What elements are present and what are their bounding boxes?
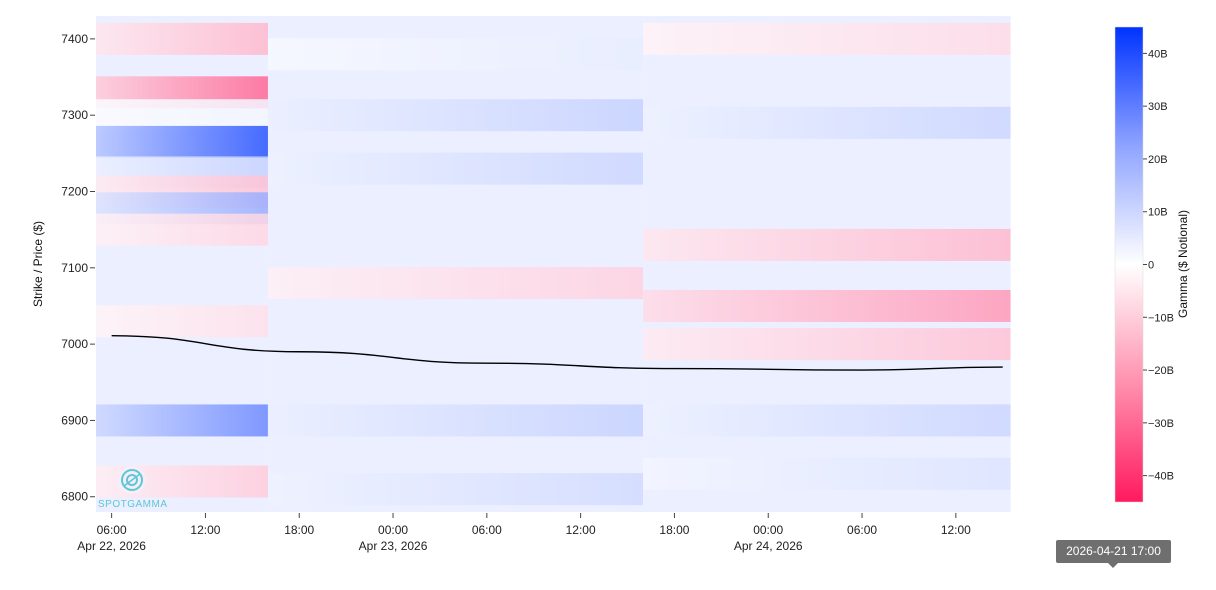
heatmap-band bbox=[267, 38, 644, 71]
price-line-layer bbox=[111, 335, 1003, 371]
y-axis-title: Strike / Price ($) bbox=[31, 221, 45, 307]
x-tick-label: 00:00 bbox=[378, 523, 408, 537]
heatmap-band bbox=[267, 404, 644, 437]
x-tick-label: 06:00 bbox=[847, 523, 877, 537]
colorbar-tick-label: 30B bbox=[1148, 101, 1168, 113]
colorbar-tick-label: −20B bbox=[1148, 365, 1174, 377]
y-tick-label: 7200 bbox=[61, 185, 88, 199]
colorbar-ticks: 40B 30B 20B 10B 0 −10B −20B −30B −40B bbox=[1143, 48, 1174, 483]
logo-text: SPOTGAMMA bbox=[98, 499, 168, 510]
colorbar-tick-label: 40B bbox=[1148, 48, 1168, 60]
price-line bbox=[111, 335, 1003, 371]
heatmap-band bbox=[643, 22, 1011, 55]
heatmap-band bbox=[96, 305, 268, 338]
x-tick-label: 06:00 bbox=[472, 523, 502, 537]
heatmap-session-2 bbox=[267, 16, 644, 512]
heatmap-band bbox=[643, 404, 1011, 437]
y-axis: 6800 6900 7000 7100 7200 7300 7400 bbox=[61, 32, 95, 504]
heatmap-session-3 bbox=[643, 16, 1011, 512]
heatmap-band bbox=[267, 473, 644, 506]
colorbar-tick-label: 20B bbox=[1148, 154, 1168, 166]
x-tick-label: 18:00 bbox=[284, 523, 314, 537]
logo-icon bbox=[121, 469, 143, 491]
y-tick-label: 6900 bbox=[61, 413, 88, 427]
colorbar-tick-label: −10B bbox=[1148, 312, 1174, 324]
colorbar-title: Gamma ($ Notional) bbox=[1176, 210, 1190, 318]
heatmap-band bbox=[96, 99, 268, 132]
colorbar-tick-label: −40B bbox=[1148, 471, 1174, 483]
x-tick-date-label: Apr 23, 2026 bbox=[359, 539, 428, 553]
heatmap-band bbox=[96, 22, 268, 55]
colorbar-gradient bbox=[1114, 26, 1144, 503]
colorbar-tick-label: −30B bbox=[1148, 418, 1174, 430]
heatmap-band bbox=[267, 267, 644, 300]
heatmap-band bbox=[267, 99, 644, 132]
x-tick-label: 12:00 bbox=[566, 523, 596, 537]
x-tick-label: 12:00 bbox=[941, 523, 971, 537]
y-tick-label: 7400 bbox=[61, 32, 88, 46]
x-tick-label: 18:00 bbox=[659, 523, 689, 537]
y-tick-label: 7100 bbox=[61, 261, 88, 275]
x-tick-label: 00:00 bbox=[753, 523, 783, 537]
heatmap-plot-area[interactable] bbox=[96, 16, 1011, 512]
heatmap-band bbox=[643, 228, 1011, 261]
heatmap-band bbox=[643, 457, 1011, 490]
y-tick-label: 7000 bbox=[61, 337, 88, 351]
colorbar-tick-label: 0 bbox=[1148, 260, 1154, 272]
heatmap-band bbox=[96, 125, 268, 158]
x-tick-label: 12:00 bbox=[190, 523, 220, 537]
spotgamma-logo: SPOTGAMMA bbox=[98, 466, 168, 510]
hover-tooltip: 2026-04-21 17:00 bbox=[1056, 540, 1171, 568]
y-tick-label: 7300 bbox=[61, 108, 88, 122]
heatmap-band bbox=[96, 404, 268, 437]
heatmap-band bbox=[267, 152, 644, 185]
heatmap-band bbox=[643, 106, 1011, 139]
heatmap-band bbox=[96, 213, 268, 246]
colorbar-tick-label: 10B bbox=[1148, 207, 1168, 219]
x-axis: 06:00 Apr 22, 2026 12:00 18:00 00:00 Apr 23, … bbox=[77, 513, 971, 553]
heatmap-band bbox=[643, 289, 1011, 322]
heatmap-band bbox=[643, 328, 1011, 361]
x-tick-date-label: Apr 22, 2026 bbox=[77, 539, 146, 553]
y-tick-label: 6800 bbox=[61, 490, 88, 504]
x-tick-label: 06:00 bbox=[97, 523, 127, 537]
colorbar: 40B 30B 20B 10B 0 −10B −20B −30B −40B Gamma ($ N… bbox=[1114, 26, 1190, 503]
x-tick-date-label: Apr 24, 2026 bbox=[734, 539, 803, 553]
